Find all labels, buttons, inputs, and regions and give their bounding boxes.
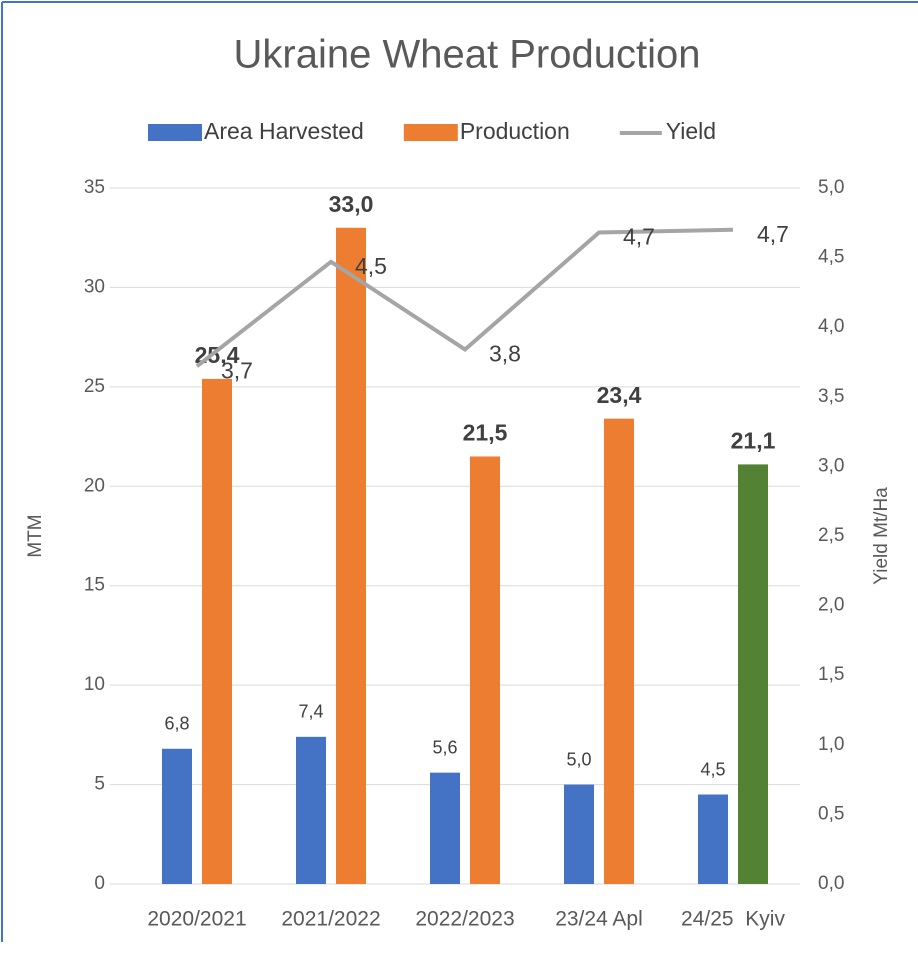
x-tick-label: 2022/2023	[415, 908, 514, 931]
y-tick-label: 25	[84, 376, 105, 397]
legend-label: Area Harvested	[204, 118, 364, 144]
y-tick-label: 20	[84, 475, 105, 496]
y2-tick-label: 1,5	[818, 664, 844, 685]
data-label: 5,6	[432, 737, 457, 757]
data-label: 6,8	[164, 714, 189, 734]
y-tick-label: 5	[94, 774, 105, 795]
legend-swatch	[148, 124, 202, 141]
y2-tick-label: 2,0	[818, 595, 844, 616]
data-label: 3,8	[489, 341, 521, 367]
data-label: 4,7	[757, 221, 789, 247]
bar	[296, 736, 326, 884]
y-axis-label: MTM	[25, 514, 46, 557]
data-label: 33,0	[329, 191, 374, 217]
x-tick-label: 2020/2021	[147, 908, 246, 931]
y-tick-label: 0	[94, 873, 105, 894]
bar	[162, 748, 192, 884]
data-label: 4,5	[355, 253, 387, 279]
data-label: 4,7	[623, 224, 655, 250]
y-tick-label: 30	[84, 276, 105, 297]
y2-tick-label: 4,0	[818, 316, 844, 337]
bar	[336, 227, 366, 884]
data-label: 4,5	[700, 759, 725, 779]
x-tick-label: 24/25 Kyiv	[681, 908, 785, 931]
bar	[698, 794, 728, 884]
data-label: 21,1	[731, 427, 776, 453]
legend-label: Production	[460, 118, 570, 144]
legend-swatch	[403, 124, 458, 141]
y2-tick-label: 5,0	[818, 177, 844, 198]
y2-tick-label: 1,0	[818, 734, 844, 755]
bar	[470, 456, 500, 884]
x-tick-label: 2021/2022	[281, 908, 380, 931]
legend-label: Yield	[666, 118, 716, 144]
y2-tick-label: 2,5	[818, 525, 844, 546]
data-label: 5,0	[566, 749, 591, 769]
line	[195, 227, 734, 368]
y2-tick-label: 3,0	[818, 455, 844, 476]
y-tick-label: 15	[84, 575, 105, 596]
data-label: 23,4	[597, 382, 642, 408]
y2-tick-label: 0,5	[818, 803, 844, 824]
x-tick-label: 23/24 Apl	[555, 908, 643, 931]
y2-tick-label: 0,0	[818, 873, 844, 894]
bar	[564, 784, 594, 884]
y-tick-label: 10	[84, 674, 105, 695]
chart-title: Ukraine Wheat Production	[234, 33, 701, 77]
y2-axis-label: Yield Mt/Ha	[871, 487, 892, 585]
y2-tick-label: 4,5	[818, 247, 844, 268]
data-label: 7,4	[298, 702, 323, 722]
data-label: 3,7	[221, 357, 253, 383]
bar	[430, 772, 460, 884]
y2-tick-label: 3,5	[818, 386, 844, 407]
bar	[738, 464, 768, 884]
bar	[604, 418, 634, 884]
bar	[202, 378, 232, 884]
data-label: 21,5	[463, 420, 508, 446]
y-tick-label: 35	[84, 177, 105, 198]
